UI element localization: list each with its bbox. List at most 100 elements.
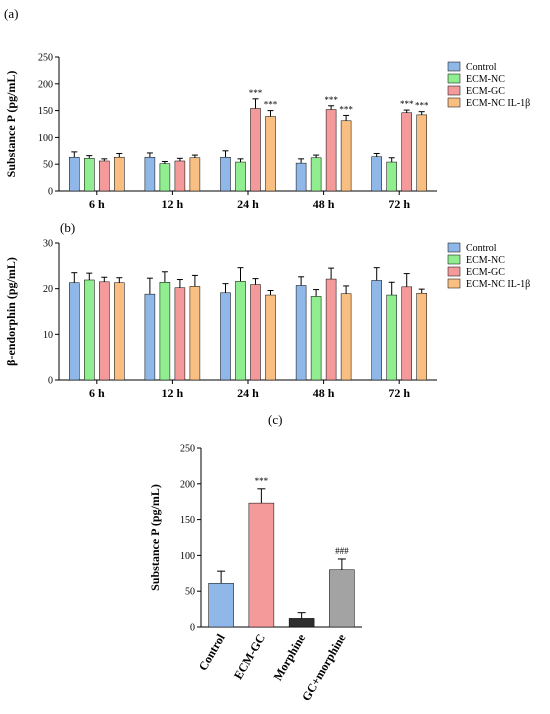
bar bbox=[265, 116, 276, 192]
x-category-label: GC+morphine bbox=[299, 631, 349, 703]
legend-label: ECM-NC IL-1β bbox=[466, 98, 530, 109]
bar bbox=[114, 156, 125, 192]
x-category-label: 72 h bbox=[388, 197, 410, 211]
y-axis-label: β-endorphin (pg/mL) bbox=[4, 257, 18, 366]
y-axis-label: Substance P (pg/mL) bbox=[148, 484, 162, 591]
bar bbox=[220, 292, 231, 381]
x-category-label: 12 h bbox=[162, 386, 184, 400]
bar bbox=[325, 109, 337, 192]
bar bbox=[99, 160, 110, 192]
bar bbox=[386, 294, 397, 381]
bar bbox=[99, 281, 110, 381]
bar bbox=[371, 280, 382, 381]
x-category-label: 6 h bbox=[89, 386, 105, 400]
significance-label: *** bbox=[249, 88, 263, 98]
bar bbox=[371, 156, 382, 192]
legend-swatch bbox=[447, 278, 461, 289]
significance-label: *** bbox=[255, 476, 269, 486]
bar bbox=[250, 108, 261, 192]
y-tick-label: 100 bbox=[38, 133, 53, 144]
legend-swatch bbox=[447, 97, 461, 108]
bar bbox=[189, 286, 201, 381]
bar bbox=[235, 281, 246, 381]
bar bbox=[84, 158, 95, 192]
substance-p-treatment-chart: 0 50 100 150 200 250 Substance P (pg/mL) Contro… bbox=[148, 444, 362, 703]
substance-p-time-chart: 0 50 100 150 200 250 Substance P (pg/mL) 6 h 12 … bbox=[4, 53, 437, 211]
y-axis-label: Substance P (pg/mL) bbox=[4, 71, 18, 178]
y-tick-label: 250 bbox=[180, 444, 195, 455]
bar bbox=[248, 502, 275, 628]
y-tick-label: 250 bbox=[38, 53, 53, 64]
x-category-label: Control bbox=[196, 631, 228, 673]
y-tick-label: 100 bbox=[180, 551, 195, 562]
bar bbox=[144, 156, 156, 192]
bar bbox=[295, 162, 307, 192]
bar bbox=[416, 292, 427, 381]
bar bbox=[401, 286, 412, 381]
x-category-label: 72 h bbox=[388, 386, 410, 400]
legend-swatch bbox=[447, 254, 461, 265]
significance-label: *** bbox=[400, 99, 414, 109]
x-category-label: 24 h bbox=[237, 386, 259, 400]
beta-endorphin-time-chart: 0 10 20 30 β-endorphin (pg/mL) 6 h 12 h 24 h 48 … bbox=[4, 239, 437, 400]
bar bbox=[250, 284, 261, 381]
legend-label: Control bbox=[466, 243, 497, 254]
panel-label-c: (c) bbox=[268, 412, 282, 427]
x-category-label: 6 h bbox=[89, 197, 105, 211]
x-category-label: 12 h bbox=[162, 197, 184, 211]
legend-swatch bbox=[447, 85, 461, 96]
x-category-label: 24 h bbox=[237, 197, 259, 211]
significance-label: *** bbox=[415, 101, 429, 111]
panel-label-a: (a) bbox=[4, 6, 18, 21]
y-tick-label: 50 bbox=[185, 587, 195, 598]
x-category-label: Morphine bbox=[270, 631, 308, 683]
bar bbox=[310, 296, 322, 381]
legend-label: Control bbox=[466, 62, 497, 73]
bar bbox=[189, 157, 201, 192]
x-category-label: 48 h bbox=[313, 197, 335, 211]
bar bbox=[208, 583, 234, 628]
legend-label: ECM-NC IL-1β bbox=[466, 279, 530, 290]
legend-swatch bbox=[447, 61, 461, 72]
bar bbox=[340, 293, 352, 381]
bar bbox=[114, 282, 125, 381]
bar bbox=[416, 114, 427, 192]
y-tick-label: 50 bbox=[43, 160, 53, 171]
significance-label: ### bbox=[335, 546, 349, 556]
panel-label-b: (b) bbox=[60, 220, 75, 235]
y-tick-label: 200 bbox=[38, 79, 53, 90]
y-tick-label: 0 bbox=[48, 376, 53, 387]
y-tick-label: 20 bbox=[43, 284, 53, 295]
x-category-label: 48 h bbox=[313, 386, 335, 400]
legend-swatch bbox=[447, 73, 461, 84]
bar bbox=[174, 160, 186, 192]
y-tick-label: 10 bbox=[43, 330, 53, 341]
bar bbox=[295, 285, 307, 381]
x-category-label: ECM-GC bbox=[231, 632, 268, 682]
y-tick-label: 0 bbox=[48, 187, 53, 198]
legend-label: ECM-GC bbox=[466, 267, 505, 278]
bar bbox=[288, 618, 315, 628]
bar bbox=[329, 569, 355, 628]
significance-label: *** bbox=[264, 100, 278, 110]
significance-label: *** bbox=[324, 95, 338, 105]
bar bbox=[340, 120, 352, 192]
bar bbox=[69, 156, 80, 192]
y-tick-label: 150 bbox=[38, 106, 53, 117]
bar bbox=[386, 161, 397, 192]
bar bbox=[401, 112, 412, 192]
bar bbox=[325, 278, 337, 381]
legend-swatch bbox=[447, 266, 461, 277]
legend-label: ECM-NC bbox=[466, 74, 505, 85]
y-tick-label: 200 bbox=[180, 479, 195, 490]
legend-label: ECM-GC bbox=[466, 86, 505, 97]
y-tick-label: 0 bbox=[190, 623, 195, 634]
significance-label: *** bbox=[339, 104, 353, 114]
bar bbox=[235, 161, 246, 192]
bar bbox=[159, 282, 171, 381]
bar bbox=[144, 293, 156, 381]
bar bbox=[69, 282, 80, 381]
